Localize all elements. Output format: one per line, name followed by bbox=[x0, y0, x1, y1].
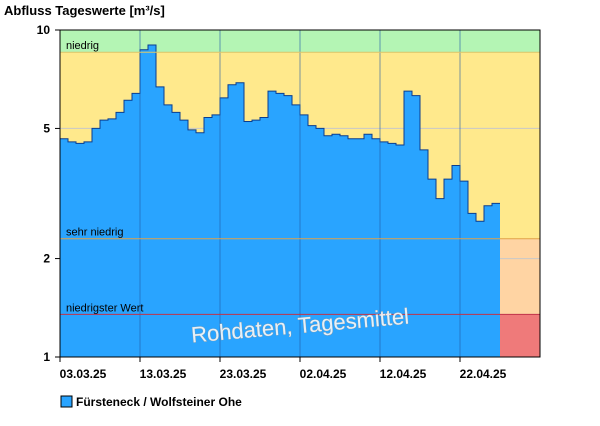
series-day-bar bbox=[436, 199, 444, 357]
series-day-bar bbox=[228, 85, 236, 357]
series-day-bar bbox=[132, 93, 140, 357]
series-day-bar bbox=[492, 203, 500, 357]
threshold-label: niedrig bbox=[66, 40, 99, 52]
series-day-bar bbox=[412, 96, 420, 357]
series-day-bar bbox=[236, 83, 244, 357]
x-tick-label: 12.04.25 bbox=[380, 367, 427, 381]
legend-swatch bbox=[60, 395, 73, 408]
y-tick-label: 2 bbox=[43, 252, 50, 266]
series-day-bar bbox=[84, 142, 92, 357]
x-axis: 03.03.25 13.03.25 23.03.25 02.04.25 12.04.25… bbox=[59, 357, 507, 381]
threshold-label: niedrigster Wert bbox=[66, 302, 143, 314]
y-tick-label: 5 bbox=[43, 121, 50, 135]
series-day-bar bbox=[220, 98, 228, 357]
date-gridlines bbox=[139, 30, 461, 357]
series-day-bar bbox=[452, 166, 460, 357]
series-day-bar bbox=[148, 45, 156, 357]
threshold-label: sehr niedrig bbox=[66, 227, 123, 239]
series-day-bar bbox=[444, 179, 452, 357]
series-day-bar bbox=[476, 221, 484, 357]
chart-title: Abfluss Tageswerte [m³/s] bbox=[4, 3, 165, 18]
series-day-bar bbox=[164, 105, 172, 357]
series-day-bar bbox=[172, 112, 180, 357]
legend-label: Fürsteneck / Wolfsteiner Ohe bbox=[76, 395, 242, 409]
x-tick-label: 03.03.25 bbox=[60, 367, 107, 381]
x-tick-label: 02.04.25 bbox=[300, 367, 347, 381]
series-day-bar bbox=[156, 87, 164, 357]
series-day-bar bbox=[76, 143, 84, 357]
series-day-bar bbox=[428, 179, 436, 357]
x-tick-label: 22.04.25 bbox=[460, 367, 507, 381]
legend: Fürsteneck / Wolfsteiner Ohe bbox=[60, 395, 242, 409]
series-day-bar bbox=[124, 100, 132, 357]
series-outline bbox=[60, 44, 500, 222]
threshold-labels: niedrig sehr niedrig niedrigster Wert bbox=[60, 40, 540, 315]
discharge-series bbox=[60, 44, 500, 357]
series-day-bar bbox=[92, 128, 100, 357]
series-area bbox=[60, 44, 500, 357]
x-tick-label: 23.03.25 bbox=[220, 367, 267, 381]
series-day-bar bbox=[468, 213, 476, 357]
y-tick-label: 10 bbox=[37, 23, 51, 37]
y-axis: 10 5 2 1 bbox=[37, 23, 60, 364]
series-day-bar bbox=[60, 139, 68, 357]
series-day-bar bbox=[68, 142, 76, 357]
series-day-bar bbox=[420, 150, 428, 357]
y-tick-label: 1 bbox=[43, 350, 50, 364]
series-day-bar bbox=[484, 206, 492, 357]
x-tick-label: 13.03.25 bbox=[140, 367, 187, 381]
series-day-bar bbox=[460, 181, 468, 357]
